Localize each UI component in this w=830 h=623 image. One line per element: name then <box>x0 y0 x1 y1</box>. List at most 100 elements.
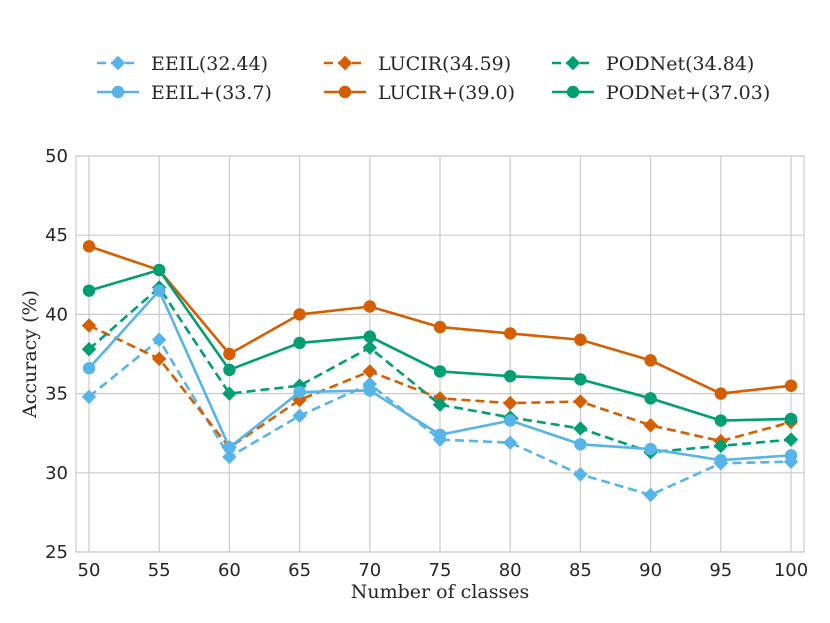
data-point <box>783 432 799 447</box>
data-point <box>573 467 588 482</box>
legend-label: PODNet(34.84) <box>606 53 754 75</box>
series-lucir-plus <box>82 240 798 400</box>
x-tick-label: 80 <box>499 560 522 581</box>
data-point <box>504 327 517 340</box>
series-line <box>88 286 792 454</box>
series-line <box>88 338 792 497</box>
series-layer <box>81 240 799 503</box>
data-point <box>223 441 236 454</box>
legend-entry: PODNet+(37.03) <box>552 82 770 104</box>
data-point <box>293 385 306 399</box>
y-tick-label: 25 <box>45 542 68 563</box>
data-point <box>504 369 517 383</box>
legend-marker <box>110 55 126 71</box>
legend-entry: LUCIR+(39.0) <box>324 82 515 104</box>
legend-label: EEIL(32.44) <box>151 53 268 75</box>
series-eeil-plus <box>82 284 798 467</box>
data-point <box>714 414 727 427</box>
y-tick-label: 40 <box>45 304 68 325</box>
x-tick-label: 70 <box>358 560 381 581</box>
data-point <box>433 320 447 334</box>
legend-entry: EEIL+(33.7) <box>97 82 272 104</box>
legend-marker <box>111 85 125 99</box>
data-point <box>363 384 376 397</box>
legend-label: EEIL+(33.7) <box>151 82 272 104</box>
data-point <box>81 389 97 404</box>
data-point <box>433 365 447 378</box>
legend-marker <box>338 85 352 99</box>
legend-label: LUCIR(34.59) <box>378 53 511 75</box>
data-point <box>82 284 96 297</box>
x-tick-label: 90 <box>639 560 662 581</box>
y-tick-label: 30 <box>45 463 68 484</box>
data-point <box>574 373 587 386</box>
x-tick-label: 75 <box>429 560 452 581</box>
data-point <box>153 263 166 277</box>
data-point <box>784 379 798 392</box>
data-point <box>574 438 587 451</box>
x-axis-label: Number of classes <box>351 581 529 603</box>
legend-marker <box>565 55 581 71</box>
legend-marker <box>337 55 353 71</box>
y-axis-label: Accuracy (%) <box>19 290 41 419</box>
data-point <box>152 332 167 347</box>
legend: EEIL(32.44) EEIL+(33.7) LUCIR(34.59) LUCIR+… <box>97 53 770 104</box>
data-point <box>644 354 657 367</box>
data-point <box>362 364 377 379</box>
data-point <box>644 442 657 456</box>
data-point <box>504 414 517 427</box>
y-tick-label: 50 <box>45 146 68 167</box>
legend-entry: EEIL(32.44) <box>97 53 268 75</box>
x-axis-ticks: 50 55 60 65 70 75 80 85 90 95 100 <box>78 560 809 581</box>
plot-area <box>75 155 805 553</box>
data-point <box>222 386 237 401</box>
data-point <box>713 438 728 454</box>
data-point <box>81 342 97 357</box>
x-tick-label: 60 <box>218 560 241 581</box>
data-point <box>222 449 237 465</box>
x-tick-label: 100 <box>774 560 808 581</box>
data-point <box>152 351 167 366</box>
data-point <box>503 435 518 450</box>
data-point <box>82 362 96 375</box>
y-tick-label: 45 <box>45 225 68 246</box>
data-point <box>82 240 96 253</box>
series-podnet-plus <box>82 263 798 427</box>
data-point <box>363 330 376 343</box>
data-point <box>573 421 588 436</box>
legend-label: LUCIR+(39.0) <box>378 82 515 104</box>
data-point <box>433 428 447 441</box>
legend-marker <box>566 85 580 99</box>
data-point <box>784 449 798 462</box>
x-tick-label: 65 <box>288 560 311 581</box>
data-point <box>223 363 236 377</box>
data-point <box>292 408 307 423</box>
y-axis-ticks: 25 30 35 40 45 50 <box>45 146 68 563</box>
data-point <box>153 284 166 297</box>
data-point <box>362 340 377 355</box>
data-point <box>643 487 658 503</box>
data-point <box>714 453 727 467</box>
data-point <box>643 418 658 433</box>
data-point <box>81 318 97 333</box>
x-tick-label: 95 <box>709 560 732 581</box>
legend-entry: PODNet(34.84) <box>552 53 754 75</box>
data-point <box>293 336 306 350</box>
x-tick-label: 55 <box>148 560 171 581</box>
data-point <box>574 333 587 346</box>
data-point <box>503 395 518 411</box>
data-point <box>644 392 657 405</box>
data-point <box>714 387 727 400</box>
y-tick-label: 35 <box>45 384 68 405</box>
data-point <box>432 397 448 412</box>
data-point <box>363 300 376 313</box>
data-point <box>784 412 798 426</box>
data-point <box>573 394 588 409</box>
legend-label: PODNet+(37.03) <box>606 82 770 104</box>
legend-entry: LUCIR(34.59) <box>324 53 511 75</box>
data-point <box>223 347 236 361</box>
data-point <box>293 308 306 321</box>
x-tick-label: 85 <box>569 560 592 581</box>
x-tick-label: 50 <box>78 560 101 581</box>
